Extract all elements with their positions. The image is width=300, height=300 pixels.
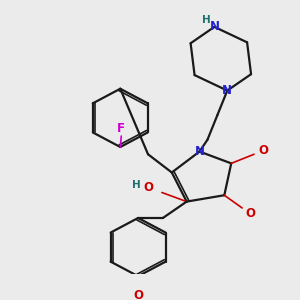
Text: F: F (117, 122, 125, 135)
Text: N: N (209, 20, 219, 33)
Text: H: H (132, 180, 140, 190)
Text: O: O (143, 182, 153, 194)
Text: N: N (194, 145, 205, 158)
Text: H: H (202, 16, 211, 26)
Text: N: N (222, 84, 232, 97)
Text: O: O (258, 144, 268, 157)
Text: O: O (133, 289, 143, 300)
Text: O: O (245, 207, 255, 220)
